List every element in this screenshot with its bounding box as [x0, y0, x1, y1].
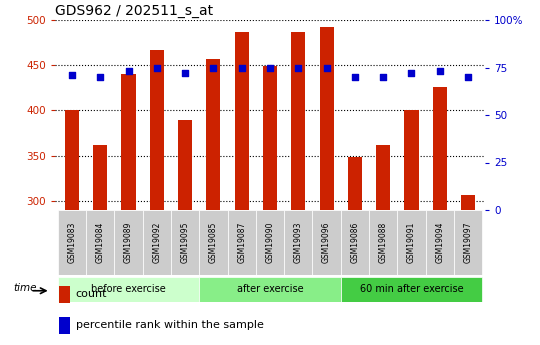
Bar: [93, 145, 107, 210]
Bar: [58, 210, 86, 275]
Bar: [235, 32, 249, 210]
Point: [464, 74, 472, 80]
Point: [181, 70, 190, 76]
Bar: [313, 210, 341, 275]
Text: GSM19096: GSM19096: [322, 222, 331, 263]
Text: GSM19091: GSM19091: [407, 222, 416, 263]
Point: [350, 74, 359, 80]
Text: time: time: [14, 283, 37, 293]
Bar: [150, 50, 164, 210]
Point: [238, 65, 246, 70]
Bar: [65, 110, 79, 210]
Bar: [284, 210, 313, 275]
Text: GSM19094: GSM19094: [435, 222, 444, 263]
Bar: [341, 277, 482, 302]
Bar: [59, 317, 70, 334]
Text: GSM19093: GSM19093: [294, 222, 303, 263]
Bar: [178, 119, 192, 210]
Text: percentile rank within the sample: percentile rank within the sample: [76, 321, 264, 331]
Bar: [320, 27, 334, 210]
Bar: [376, 145, 390, 210]
Point: [152, 65, 161, 70]
Text: before exercise: before exercise: [91, 285, 166, 295]
Text: after exercise: after exercise: [237, 285, 303, 295]
Point: [96, 74, 105, 80]
Bar: [256, 210, 284, 275]
Text: GSM19086: GSM19086: [350, 222, 359, 263]
Point: [294, 65, 302, 70]
Bar: [433, 87, 447, 210]
Bar: [426, 210, 454, 275]
Text: GSM19087: GSM19087: [237, 222, 246, 263]
Bar: [227, 210, 256, 275]
Text: GSM19089: GSM19089: [124, 222, 133, 263]
Bar: [58, 277, 199, 302]
Bar: [206, 59, 220, 210]
Point: [407, 70, 416, 76]
Bar: [143, 210, 171, 275]
Bar: [461, 195, 475, 210]
Bar: [59, 286, 70, 303]
Bar: [369, 210, 397, 275]
Bar: [199, 277, 341, 302]
Text: GSM19092: GSM19092: [152, 222, 161, 263]
Bar: [122, 74, 136, 210]
Point: [266, 65, 274, 70]
Text: count: count: [76, 289, 107, 299]
Bar: [114, 210, 143, 275]
Text: GSM19090: GSM19090: [266, 222, 274, 263]
Text: GDS962 / 202511_s_at: GDS962 / 202511_s_at: [55, 3, 213, 18]
Text: GSM19095: GSM19095: [181, 222, 190, 263]
Bar: [86, 210, 114, 275]
Text: 60 min after exercise: 60 min after exercise: [360, 285, 463, 295]
Text: GSM19083: GSM19083: [68, 222, 77, 263]
Point: [379, 74, 388, 80]
Point: [435, 69, 444, 74]
Bar: [348, 157, 362, 210]
Bar: [291, 32, 305, 210]
Point: [322, 65, 331, 70]
Bar: [263, 66, 277, 210]
Text: GSM19097: GSM19097: [463, 222, 472, 263]
Bar: [341, 210, 369, 275]
Bar: [454, 210, 482, 275]
Point: [124, 69, 133, 74]
Text: GSM19085: GSM19085: [209, 222, 218, 263]
Bar: [199, 210, 227, 275]
Bar: [171, 210, 199, 275]
Text: GSM19084: GSM19084: [96, 222, 105, 263]
Point: [209, 65, 218, 70]
Text: GSM19088: GSM19088: [379, 222, 388, 263]
Bar: [397, 210, 426, 275]
Bar: [404, 110, 418, 210]
Point: [68, 72, 76, 78]
